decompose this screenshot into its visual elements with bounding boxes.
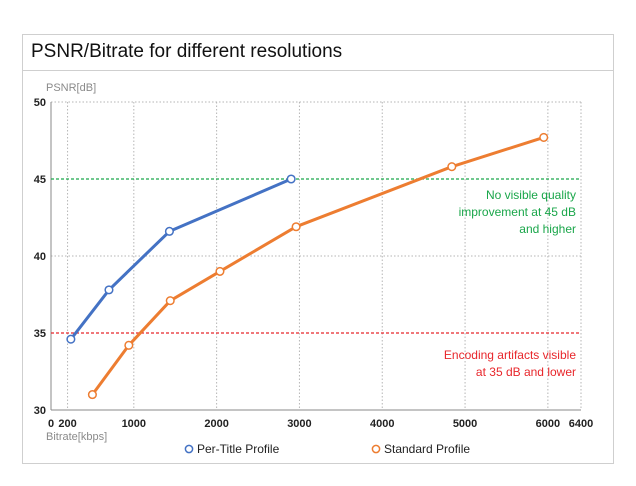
x-tick-label: 2000 (204, 418, 228, 430)
annotation-line: and higher (519, 222, 576, 236)
x-tick-label: 1000 (122, 418, 146, 430)
legend-marker (184, 444, 194, 454)
chart-title: PSNR/Bitrate for different resolutions (31, 41, 343, 62)
data-point (165, 296, 175, 306)
x-tick-label: 3000 (287, 418, 311, 430)
y-tick-label: 40 (34, 251, 46, 263)
y-axis-label: PSNR[dB] (46, 82, 96, 94)
grid (50, 101, 582, 411)
x-tick-label: 6000 (536, 418, 560, 430)
y-tick-label: 35 (34, 328, 46, 340)
data-point (104, 285, 114, 295)
legend-marker (371, 444, 381, 454)
data-point (215, 266, 225, 276)
tick-labels: 0 200 1000 2000 3000 4000 5000 6000 6400 30 35 40 45… (34, 97, 593, 430)
y-tick-label: 45 (34, 174, 46, 186)
reference-lines: No visible quality improvement at 45 dB an… (51, 178, 581, 379)
legend-label: Standard Profile (384, 442, 470, 456)
data-point (539, 132, 549, 142)
series-layer (66, 132, 549, 400)
data-point (87, 390, 97, 400)
data-point (66, 334, 76, 344)
data-point (286, 174, 296, 184)
x-tick-label: 5000 (453, 418, 477, 430)
annotation-line: No visible quality (486, 188, 576, 202)
legend-label: Per-Title Profile (197, 442, 280, 456)
data-point (291, 222, 301, 232)
data-point (447, 162, 457, 172)
data-point (164, 226, 174, 236)
x-tick-label: 0 (48, 418, 54, 430)
x-tick-label: 4000 (370, 418, 394, 430)
x-tick-label: 200 (58, 418, 76, 430)
y-tick-label: 50 (34, 97, 46, 109)
legend: Per-Title Profile Standard Profile (184, 442, 470, 456)
y-tick-label: 30 (34, 405, 46, 417)
x-axis-label: Bitrate[kbps] (46, 431, 107, 443)
annotation-line: improvement at 45 dB (459, 205, 576, 219)
annotation-line: Encoding artifacts visible (444, 348, 576, 362)
series-line (69, 177, 292, 341)
x-tick-label: 6400 (569, 418, 593, 430)
series-standard (87, 132, 549, 400)
annotation-line: at 35 dB and lower (476, 365, 576, 379)
chart-title-bar: PSNR/Bitrate for different resolutions (23, 35, 613, 71)
chart-frame: PSNR/Bitrate for different resolutions (22, 34, 614, 464)
data-point (124, 340, 134, 350)
series-per-title (66, 174, 296, 344)
